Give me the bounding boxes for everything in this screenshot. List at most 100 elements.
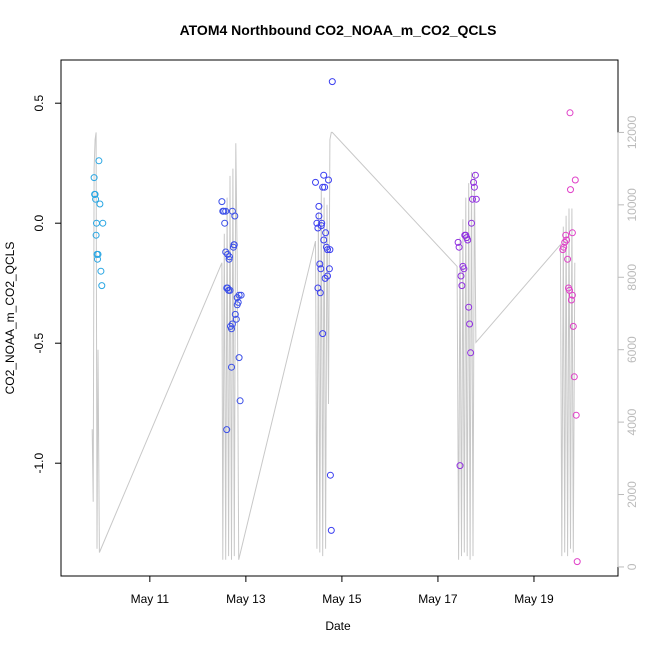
y2-axis: 0 2000 4000 6000 8000 10000 12000	[617, 115, 639, 570]
altitude-layer	[91, 131, 576, 560]
data-point	[325, 265, 333, 273]
data-point	[464, 236, 472, 244]
data-point	[569, 322, 577, 330]
data-point	[465, 303, 473, 311]
y-tick-label: -0.5	[32, 333, 46, 354]
data-point	[324, 272, 331, 280]
data-point	[471, 171, 479, 179]
x-tick-label: May 19	[514, 592, 554, 606]
data-point	[470, 183, 478, 191]
data-point	[231, 212, 239, 220]
data-point	[228, 363, 235, 371]
data-point	[458, 282, 466, 290]
data-point	[571, 176, 579, 184]
data-point	[320, 236, 328, 244]
data-point	[468, 219, 475, 227]
y-tick-label: -1.0	[32, 453, 46, 474]
data-point	[466, 320, 474, 328]
data-point	[570, 373, 578, 381]
data-point	[223, 426, 231, 434]
y-tick-label: 0.5	[32, 95, 46, 112]
data-point	[94, 250, 102, 258]
data-point	[232, 315, 240, 323]
data-point	[564, 255, 572, 263]
chart-title: ATOM4 Northbound CO2_NOAA_m_CO2_QCLS	[180, 22, 497, 38]
data-point	[319, 330, 327, 338]
y-tick-label: 0.0	[32, 215, 46, 232]
x-axis-label: Date	[325, 619, 351, 633]
data-point	[322, 229, 330, 237]
data-point	[97, 267, 105, 275]
data-point	[235, 354, 243, 362]
data-point	[327, 526, 335, 534]
y2-tick-label: 2000	[625, 481, 639, 508]
data-point	[91, 190, 99, 198]
y2-tick-label: 4000	[625, 408, 639, 435]
x-tick-label: May 13	[226, 592, 266, 606]
data-point	[317, 222, 325, 230]
y2-tick-label: 8000	[625, 264, 639, 291]
data-point	[234, 298, 242, 306]
data-point	[326, 246, 334, 254]
data-point	[318, 219, 326, 227]
data-point	[228, 325, 235, 333]
x-axis: May 11 May 13 May 15 May 17 May 19	[131, 575, 554, 606]
data-point	[460, 265, 468, 273]
data-point	[96, 200, 104, 208]
altitude-line	[91, 131, 576, 560]
data-point	[455, 243, 463, 251]
data-point	[98, 282, 106, 290]
data-point	[224, 250, 232, 258]
y-axis: 0.5 0.0 -0.5 -1.0	[32, 95, 62, 474]
data-point	[316, 260, 324, 268]
data-point	[218, 198, 226, 206]
y-axis-label: CO2_NOAA_m_CO2_QCLS	[3, 242, 17, 395]
data-point	[566, 109, 574, 117]
data-point	[226, 286, 234, 294]
data-point	[328, 78, 336, 86]
data-point	[94, 255, 101, 263]
data-point	[326, 471, 334, 479]
data-point	[568, 291, 576, 299]
y2-tick-label: 0	[625, 563, 639, 570]
data-point	[560, 243, 568, 251]
data-point	[222, 207, 230, 215]
data-point	[90, 174, 98, 182]
data-point	[312, 178, 319, 186]
data-point	[324, 246, 331, 254]
data-point	[92, 195, 100, 203]
data-point	[315, 202, 323, 210]
data-point	[454, 238, 462, 246]
data-point	[469, 195, 476, 203]
data-point	[568, 229, 576, 237]
data-point	[562, 231, 570, 239]
points-layer	[90, 78, 581, 566]
data-point	[472, 195, 480, 203]
data-point	[235, 291, 243, 299]
data-point	[457, 272, 465, 280]
data-point	[230, 241, 238, 249]
data-point	[228, 320, 236, 328]
data-point	[92, 231, 100, 239]
data-point	[563, 236, 571, 244]
data-point	[231, 310, 239, 318]
data-point	[321, 274, 329, 282]
data-point	[236, 397, 244, 405]
data-point	[225, 255, 233, 263]
y2-tick-label: 10000	[625, 188, 639, 222]
data-point	[325, 176, 332, 184]
x-tick-label: May 11	[131, 592, 170, 606]
data-point	[321, 183, 329, 191]
data-point	[319, 183, 327, 191]
data-point	[567, 296, 575, 304]
y2-tick-label: 12000	[625, 115, 639, 149]
data-point	[456, 462, 464, 470]
y2-tick-label: 6000	[625, 336, 639, 363]
data-point	[220, 207, 228, 215]
data-point	[99, 219, 107, 227]
data-point	[320, 171, 328, 179]
data-point	[316, 289, 324, 297]
data-point	[567, 186, 574, 194]
data-point	[95, 157, 103, 165]
